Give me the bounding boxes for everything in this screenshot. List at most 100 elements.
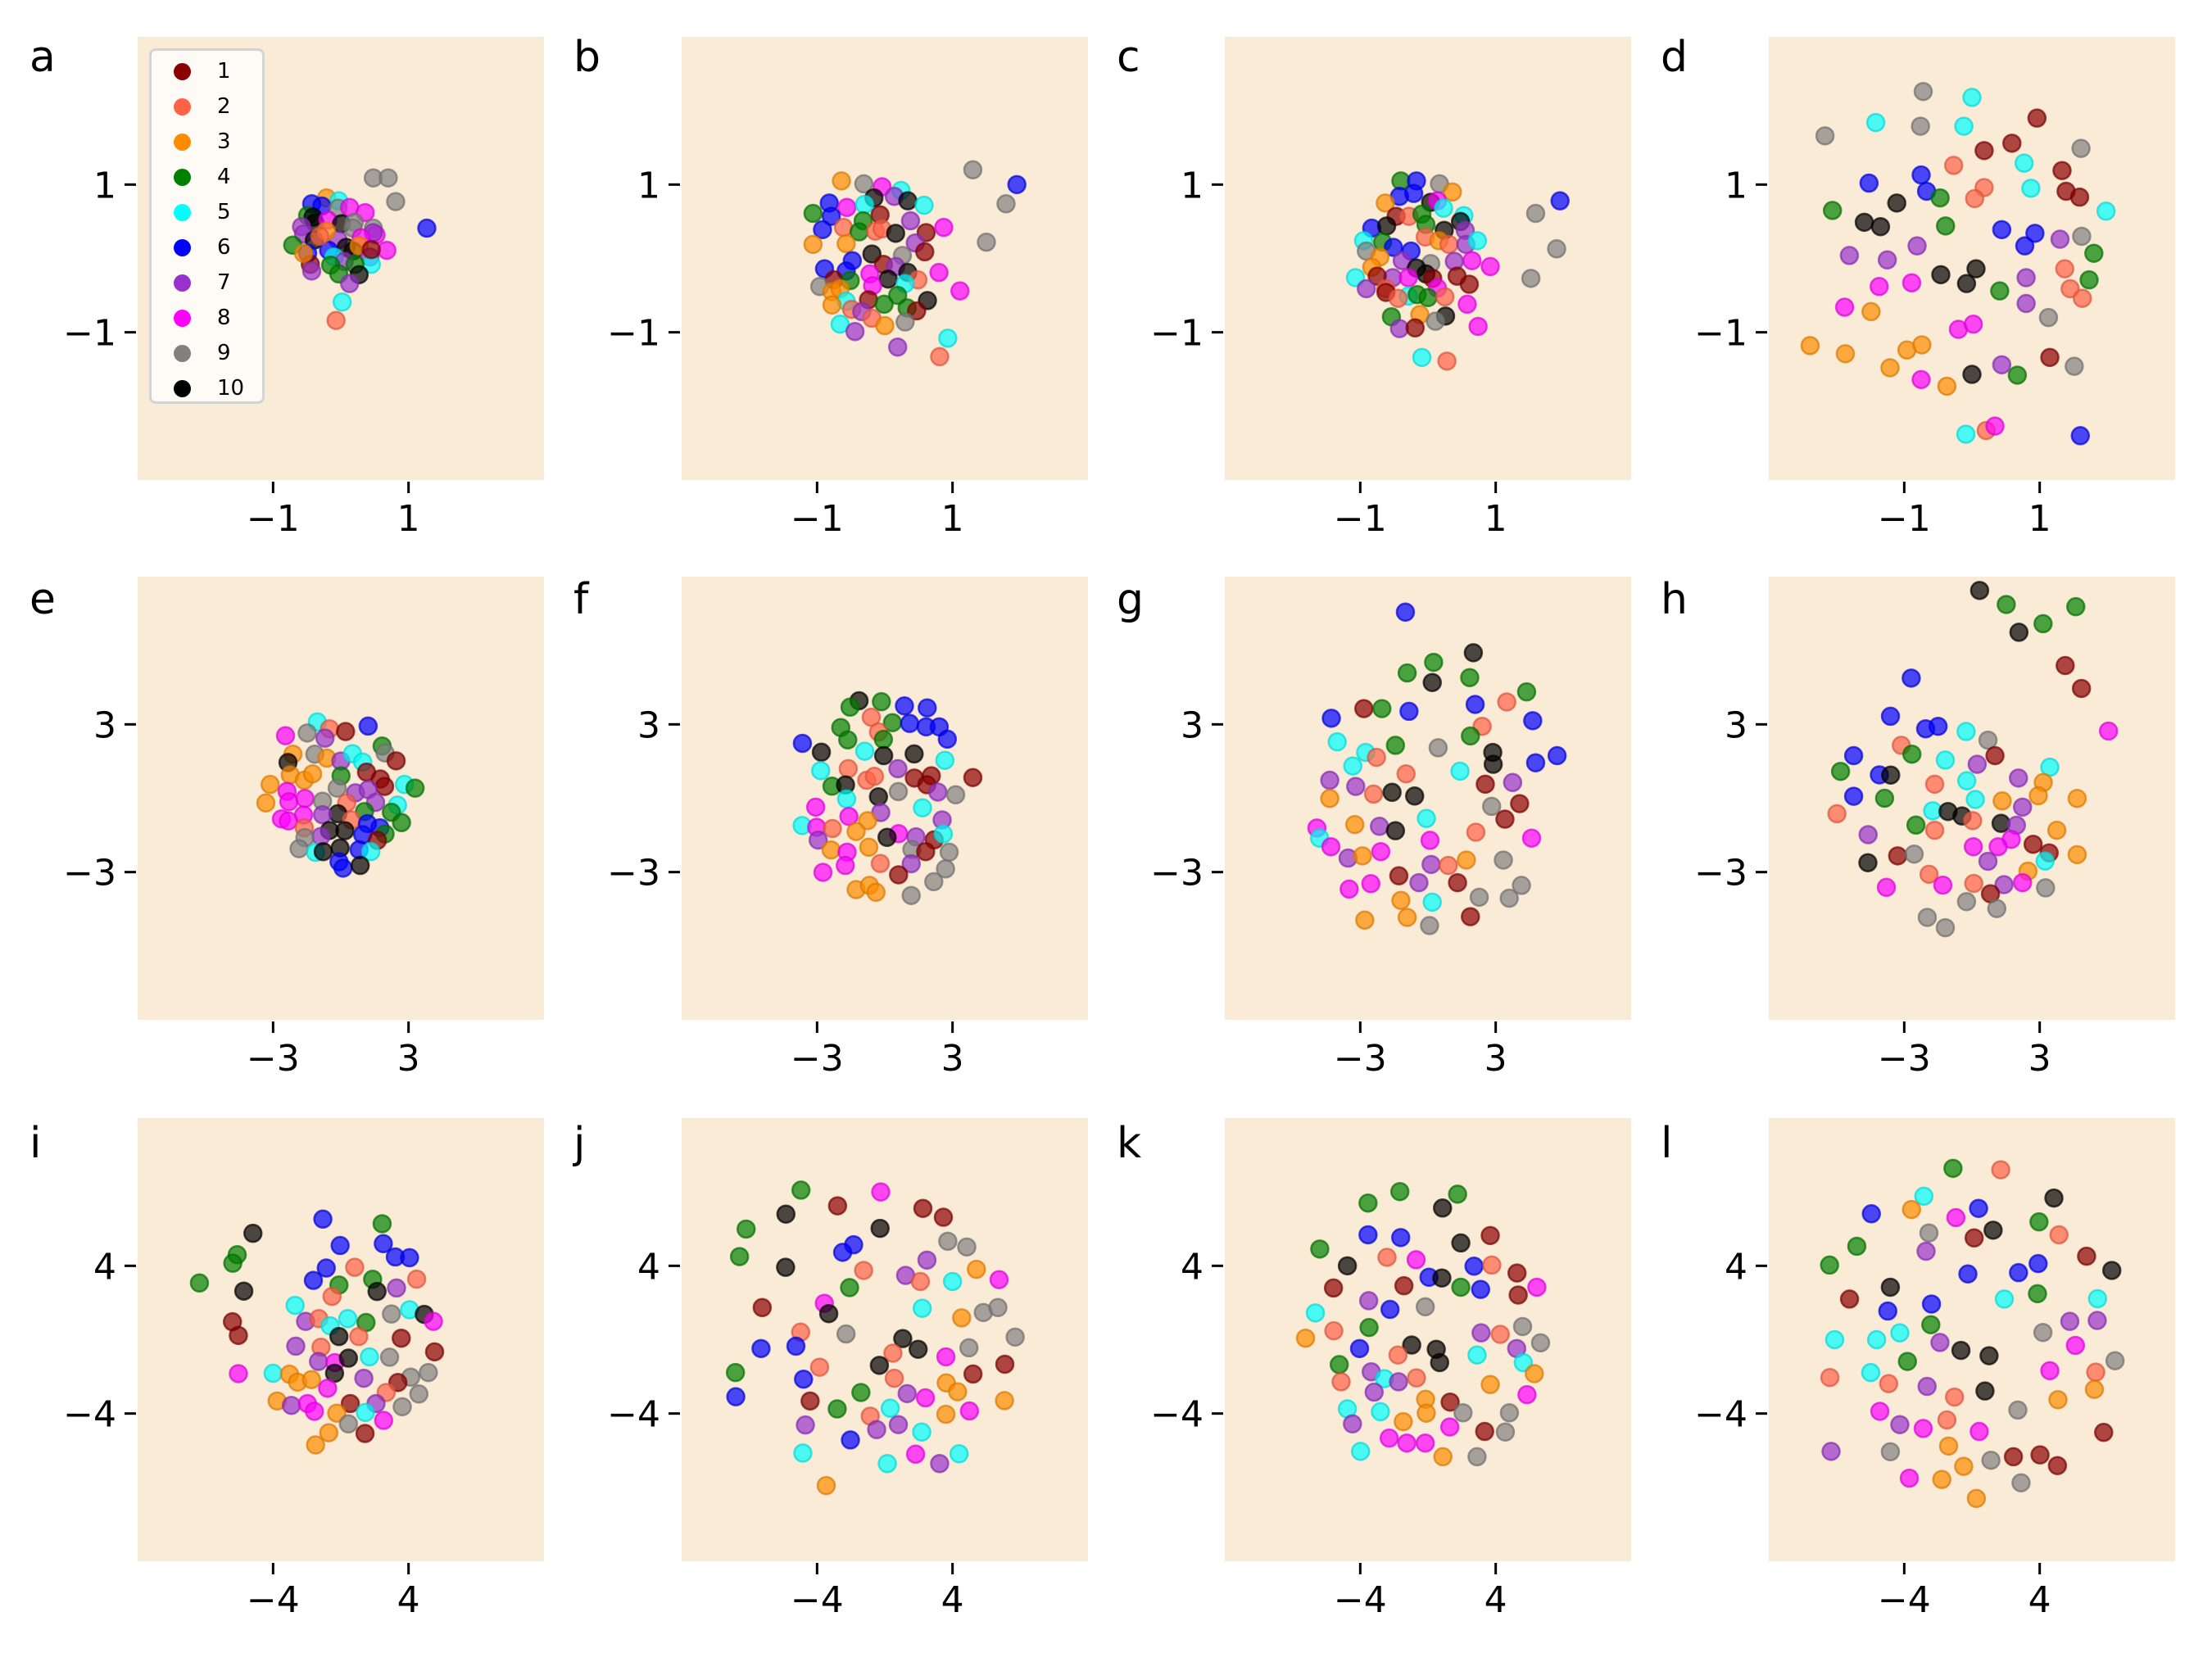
scatter-point bbox=[1416, 808, 1436, 828]
scatter-point bbox=[424, 1342, 445, 1362]
legend-marker-icon bbox=[174, 169, 191, 186]
scatter-point bbox=[1979, 1346, 1999, 1365]
scatter-point bbox=[1512, 876, 1531, 895]
legend-marker-icon bbox=[174, 274, 191, 292]
panel-h: −3 3 −3 3 bbox=[1694, 577, 2175, 1080]
legend-marker-icon bbox=[174, 134, 191, 151]
scatter-point bbox=[2040, 347, 2060, 368]
scatter-point bbox=[810, 761, 831, 781]
y-tick-label: −1 bbox=[607, 313, 660, 355]
legend-item-4: 4 bbox=[152, 161, 262, 193]
x-tick-label: 3 bbox=[1484, 1038, 1507, 1080]
scatter-point bbox=[989, 1270, 1009, 1289]
scatter-point bbox=[1394, 1275, 1414, 1296]
x-tick-label: 1 bbox=[397, 498, 420, 540]
scatter-point bbox=[805, 797, 826, 817]
scatter-point bbox=[330, 1235, 350, 1256]
scatter-point bbox=[1453, 1403, 1473, 1423]
scatter-point bbox=[2101, 1261, 2122, 1280]
plot-area bbox=[1769, 37, 2175, 480]
scatter-point bbox=[1835, 344, 1856, 364]
scatter-point bbox=[1937, 1410, 1957, 1430]
scatter-point bbox=[335, 821, 355, 840]
panel-f: −3 3 −3 3 bbox=[607, 577, 1088, 1080]
scatter-point bbox=[1911, 369, 1931, 390]
scatter-point bbox=[1880, 358, 1900, 378]
scatter-point bbox=[378, 168, 398, 188]
scatter-point bbox=[1490, 1325, 1510, 1344]
scatter-point bbox=[333, 858, 353, 878]
scatter-point bbox=[967, 1259, 986, 1279]
scatter-point bbox=[1956, 424, 1976, 444]
scatter-point bbox=[2048, 1390, 2068, 1410]
legend-item-3: 3 bbox=[152, 125, 262, 158]
points bbox=[189, 1209, 445, 1455]
scatter-point bbox=[2021, 179, 2041, 198]
scatter-point bbox=[1461, 907, 1480, 926]
scatter-point bbox=[887, 337, 908, 357]
scatter-point bbox=[827, 1399, 847, 1419]
scatter-point bbox=[1912, 335, 1932, 355]
x-tick-label: −4 bbox=[791, 1579, 844, 1621]
scatter-point bbox=[1305, 1303, 1326, 1323]
scatter-point bbox=[1499, 888, 1519, 908]
scatter-point bbox=[776, 1204, 796, 1224]
scatter-point bbox=[949, 1444, 969, 1464]
scatter-point bbox=[2033, 1322, 2053, 1343]
scatter-point bbox=[1399, 701, 1419, 722]
x-tick-label: 1 bbox=[2028, 498, 2051, 540]
scatter-point bbox=[1839, 246, 1860, 265]
scatter-point bbox=[1343, 1414, 1362, 1434]
scatter-point bbox=[2038, 307, 2059, 328]
scatter-point bbox=[888, 781, 909, 802]
scatter-point bbox=[303, 1270, 324, 1290]
scatter-point bbox=[1407, 1368, 1426, 1388]
scatter-point bbox=[327, 778, 347, 798]
legend-label: 6 bbox=[217, 235, 231, 260]
scatter-point bbox=[1389, 1181, 1410, 1202]
scatter-point bbox=[1985, 416, 2005, 436]
scatter-point bbox=[374, 1411, 394, 1430]
scatter-point bbox=[2044, 1188, 2064, 1208]
scatter-point bbox=[1935, 750, 1956, 770]
y-tick-label: 3 bbox=[1181, 704, 1203, 746]
scatter-point bbox=[884, 1368, 904, 1388]
scatter-point bbox=[872, 691, 891, 712]
scatter-point bbox=[1897, 1352, 1918, 1371]
scatter-point bbox=[1295, 1328, 1316, 1348]
scatter-point bbox=[1890, 1323, 1910, 1343]
scatter-point bbox=[930, 346, 950, 367]
scatter-point bbox=[2040, 1361, 2060, 1381]
scatter-point bbox=[1824, 1329, 1845, 1350]
x-tick-label: −4 bbox=[1334, 1579, 1387, 1621]
points bbox=[1800, 81, 2116, 446]
scatter-point bbox=[1440, 1392, 1460, 1412]
scatter-point bbox=[1503, 772, 1523, 793]
scatter-point bbox=[263, 1363, 283, 1383]
scatter-point bbox=[725, 1362, 746, 1383]
scatter-point bbox=[1834, 297, 1855, 317]
scatter-point bbox=[959, 1401, 980, 1421]
scatter-point bbox=[883, 1343, 903, 1363]
scatter-point bbox=[963, 160, 983, 180]
scatter-point bbox=[1880, 1277, 1901, 1297]
scatter-point bbox=[2030, 1445, 2050, 1465]
scatter-point bbox=[1969, 581, 1990, 600]
scatter-point bbox=[1876, 877, 1897, 898]
scatter-point bbox=[1475, 774, 1495, 795]
scatter-point bbox=[356, 1402, 375, 1423]
scatter-point bbox=[332, 292, 352, 312]
scatter-point bbox=[1497, 692, 1516, 712]
scatter-point bbox=[1358, 1193, 1378, 1213]
y-tick-label: 4 bbox=[93, 1246, 116, 1288]
scatter-point bbox=[279, 791, 299, 812]
scatter-point bbox=[1457, 850, 1476, 870]
panel-letter-j: j bbox=[573, 1119, 586, 1168]
scatter-point bbox=[1420, 916, 1439, 935]
legend-marker-icon bbox=[174, 63, 191, 80]
scatter-point bbox=[893, 1329, 913, 1348]
scatter-point bbox=[1361, 874, 1381, 894]
scatter-point bbox=[1928, 716, 1948, 736]
scatter-point bbox=[2025, 224, 2045, 243]
scatter-point bbox=[1966, 259, 1986, 279]
